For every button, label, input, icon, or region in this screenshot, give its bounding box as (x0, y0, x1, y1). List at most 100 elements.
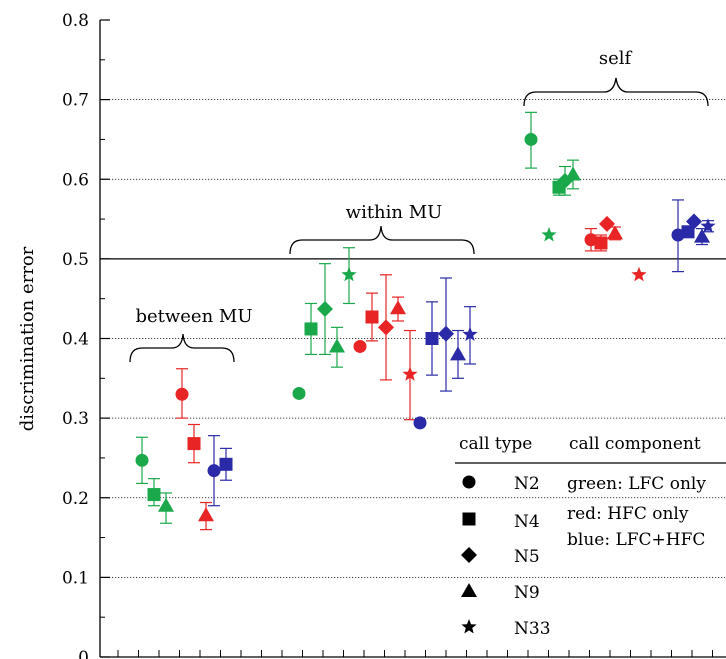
legend-call-type-n33: N33 (514, 619, 551, 639)
data-point-red-n9 (607, 225, 623, 241)
data-point-blue-n4 (219, 447, 233, 481)
data-point-green-n9 (329, 326, 345, 368)
legend-call-type-n2: N2 (514, 474, 540, 494)
data-marks (135, 111, 716, 531)
data-point-blue-n4 (425, 301, 439, 376)
x-ticks (117, 650, 713, 657)
data-point-red-n5 (599, 215, 615, 232)
brace-between-mu (129, 333, 235, 363)
legend-symbol-n4 (462, 512, 476, 526)
y-axis-label: discrimination error (17, 246, 38, 431)
marker-n33 (341, 266, 357, 282)
y-tick-label: 0.7 (62, 91, 89, 111)
data-point-green-n33 (341, 247, 357, 305)
marker-n2 (292, 386, 306, 400)
legend-header-call-type: call type (459, 434, 532, 454)
legend-component-blue: blue: LFC+HFC (567, 530, 705, 550)
y-tick-label: 0.5 (62, 250, 89, 270)
data-point-green-n2 (292, 386, 306, 400)
legend-symbol-n33 (461, 619, 477, 634)
data-point-green-n33 (541, 226, 557, 242)
group-label-self: self (599, 48, 633, 69)
marker-n33 (700, 218, 716, 233)
data-point-red-n2 (175, 368, 189, 419)
marker-n4 (365, 310, 379, 324)
marker-n9 (390, 300, 406, 315)
marker-n5 (378, 319, 394, 336)
legend-component-green: green: LFC only (567, 474, 706, 494)
y-tick-label: 0 (78, 648, 89, 659)
data-point-blue-n5 (686, 213, 702, 230)
marker-n4 (219, 457, 233, 471)
marker-n5 (317, 301, 333, 318)
data-point-green-n9 (158, 492, 174, 524)
data-point-red-n33 (402, 329, 418, 421)
marker-n2 (524, 132, 538, 146)
y-ticks: 0 0.1 0.2 0.3 0.4 0.5 0.6 0.7 0.8 (62, 11, 110, 659)
marker-n9 (158, 497, 174, 512)
legend: call type call component N2 N4 N5 N9 N33… (455, 434, 726, 639)
data-point-red-n5 (378, 274, 394, 381)
y-tick-label: 0.1 (62, 568, 89, 588)
data-point-red-n2 (353, 339, 367, 353)
data-point-blue-n9 (450, 329, 466, 379)
data-point-red-n9 (390, 296, 406, 322)
marker-n9 (198, 507, 214, 522)
data-point-blue-n33 (462, 306, 478, 365)
data-point-red-n4 (594, 234, 608, 252)
marker-n5 (686, 213, 702, 230)
legend-symbol-n2 (462, 475, 476, 489)
data-point-red-n9 (198, 501, 214, 531)
legend-symbol-n9 (461, 583, 477, 597)
data-point-blue-n33 (700, 218, 716, 233)
marker-n9 (565, 166, 581, 181)
data-point-green-n2 (135, 436, 149, 485)
marker-n4 (147, 488, 161, 502)
data-point-green-n4 (304, 302, 318, 356)
gridlines (100, 99, 726, 578)
marker-n9 (329, 338, 345, 353)
group-within-mu: within MU (289, 202, 475, 255)
data-point-blue-n2 (413, 416, 427, 430)
y-tick-label: 0.8 (62, 11, 89, 31)
group-self: self (523, 48, 709, 107)
marker-n2 (413, 416, 427, 430)
marker-n4 (594, 236, 608, 250)
brace-self (523, 77, 709, 107)
group-label-between-mu: between MU (135, 306, 252, 327)
group-label-within-mu: within MU (346, 202, 443, 223)
data-point-red-n4 (365, 292, 379, 342)
y-tick-label: 0.6 (62, 170, 89, 190)
data-point-blue-n2 (207, 435, 221, 507)
y-tick-label: 0.2 (62, 489, 89, 509)
marker-n33 (402, 366, 418, 381)
legend-call-type-n5: N5 (514, 547, 540, 567)
marker-n2 (671, 228, 685, 242)
legend-header-call-component: call component (569, 434, 701, 454)
legend-symbols (461, 475, 477, 634)
marker-n33 (631, 266, 647, 282)
data-point-green-n4 (147, 478, 161, 507)
marker-n5 (599, 215, 615, 232)
marker-n4 (187, 437, 201, 451)
data-point-red-n4 (187, 423, 201, 464)
marker-n9 (607, 225, 623, 240)
marker-n2 (207, 464, 221, 478)
marker-n2 (584, 233, 598, 247)
marker-n9 (694, 228, 710, 243)
legend-call-type-n4: N4 (514, 512, 540, 532)
brace-within-mu (289, 225, 475, 255)
marker-n4 (425, 332, 439, 345)
data-point-green-n5 (317, 263, 333, 356)
marker-n33 (462, 326, 478, 341)
data-point-blue-n4 (681, 225, 695, 239)
y-tick-label: 0.4 (62, 330, 89, 350)
legend-component-red: red: HFC only (567, 504, 689, 524)
marker-n2 (353, 339, 367, 353)
legend-call-type-n9: N9 (514, 583, 540, 603)
group-between-mu: between MU (129, 306, 253, 363)
marker-n33 (541, 226, 557, 242)
marker-n5 (438, 325, 454, 342)
marker-n2 (175, 387, 189, 401)
data-point-red-n33 (631, 266, 647, 282)
